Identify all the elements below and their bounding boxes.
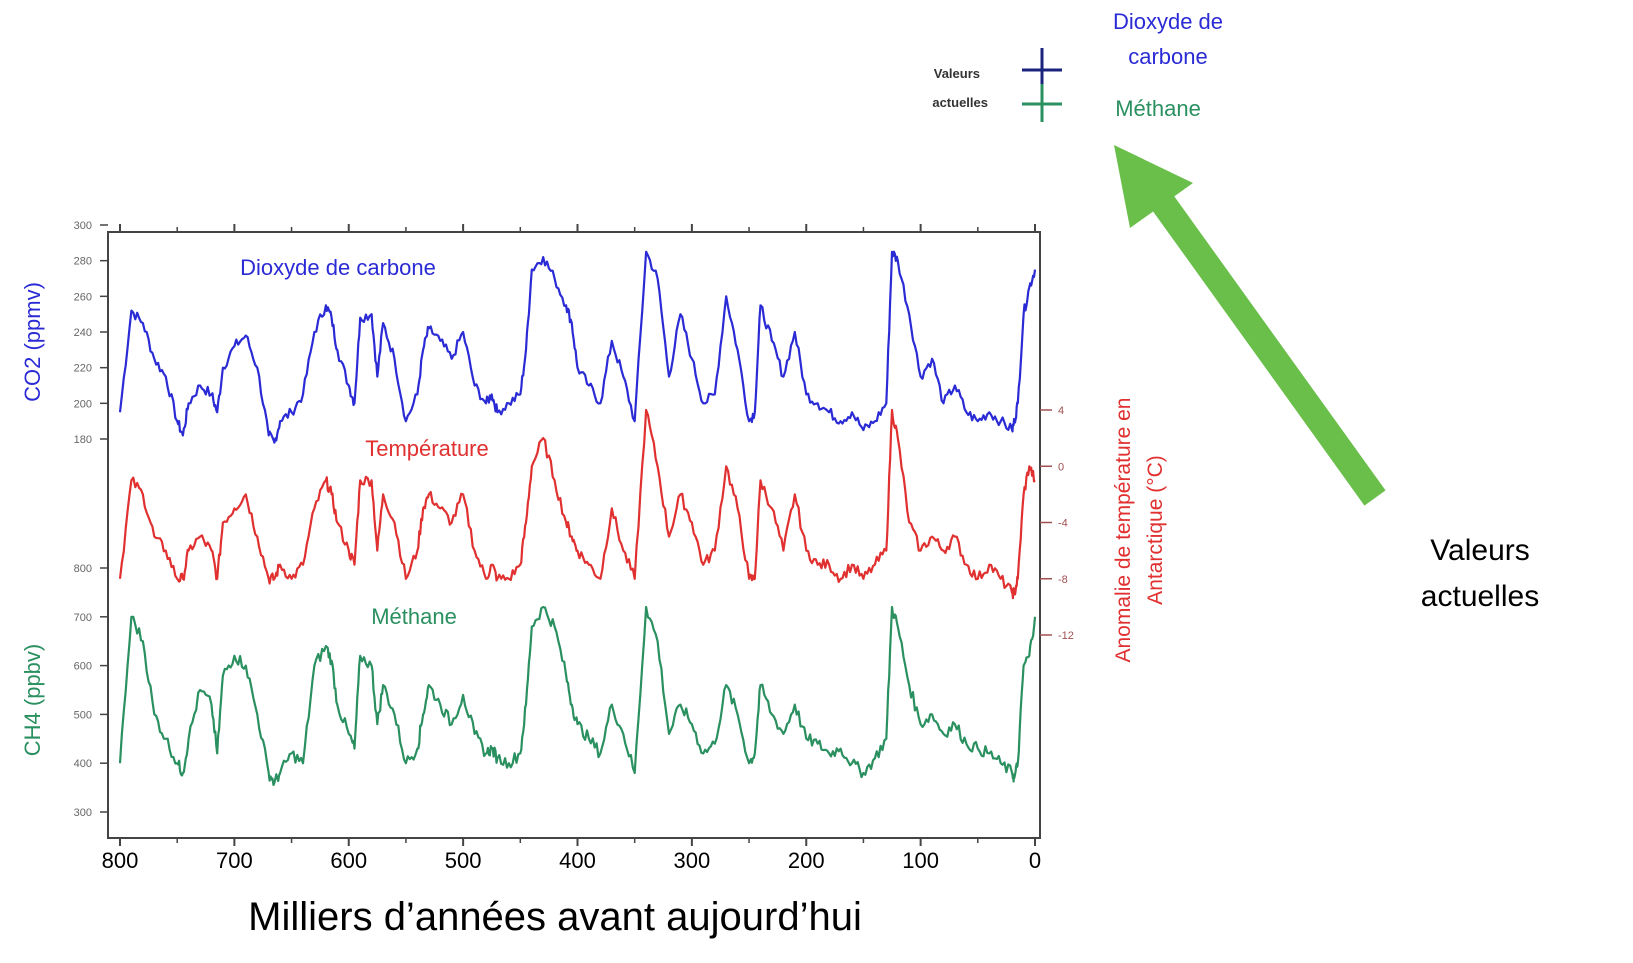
x-axis: 800 700 600 500 400 300 200 100 0 [102,224,1041,873]
x-tick-label: 300 [674,848,711,873]
temp-tick-label: -8 [1058,574,1068,586]
current-values-arrow [1114,145,1386,506]
legend: Valeurs actuelles Dioxyde de carbone Mét… [932,9,1223,122]
ch4-axis-title: CH4 (ppbv) [20,644,45,756]
co2-series-line [118,250,1037,444]
annotation-line1: Valeurs [1430,534,1530,567]
ch4-inline-label: Méthane [371,604,457,629]
ch4-tick-label: 400 [74,758,92,770]
temp-tick-label: -4 [1058,518,1068,530]
legend-co2-line2: carbone [1128,44,1208,69]
legend-co2-line1: Dioxyde de [1113,9,1223,34]
co2-y-axis: 300 280 260 240 220 200 180 [74,220,108,446]
ch4-tick-label: 600 [74,661,92,673]
x-tick-label: 0 [1029,848,1041,873]
x-tick-label: 500 [445,848,482,873]
x-tick-label: 700 [216,848,253,873]
co2-tick-label: 300 [74,220,92,232]
temperature-axis-title-line2: Antarctique (°C) [1144,455,1167,605]
co2-inline-label: Dioxyde de carbone [240,255,436,280]
temp-tick-label: 0 [1058,461,1064,473]
series-lines [118,250,1037,787]
temp-series-line [118,408,1036,600]
co2-tick-label: 220 [74,363,92,375]
x-axis-title: Milliers d’années avant aujourd’hui [248,895,862,939]
temperature-inline-label: Température [365,436,489,461]
co2-tick-label: 280 [74,256,92,268]
ch4-y-axis: 800 700 600 500 400 300 [74,563,108,819]
temp-tick-label: -12 [1058,630,1074,642]
legend-valeurs-line2: actuelles [932,95,988,110]
co2-axis-title: CO2 (ppmv) [20,282,45,402]
ch4-tick-label: 800 [74,563,92,575]
x-tick-label: 100 [902,848,939,873]
x-tick-label: 200 [788,848,825,873]
x-tick-label: 600 [330,848,367,873]
legend-ch4-marker [1022,84,1062,122]
co2-tick-label: 180 [74,434,92,446]
co2-tick-label: 240 [74,327,92,339]
temperature-y-axis: 4 0 -4 -8 -12 [1040,405,1074,642]
ch4-tick-label: 300 [74,807,92,819]
temperature-axis-title-line1: Anomalie de température en [1112,398,1135,663]
ch4-tick-label: 500 [74,709,92,721]
x-tick-label: 800 [102,848,139,873]
ch4-series-line [118,605,1037,787]
co2-tick-label: 200 [74,398,92,410]
co2-tick-label: 260 [74,291,92,303]
temp-tick-label: 4 [1058,405,1064,417]
x-tick-label: 400 [559,848,596,873]
annotation-line2: actuelles [1421,580,1539,613]
plot-frame [107,231,1041,839]
legend-valeurs-line1: Valeurs [934,66,980,81]
ch4-tick-label: 700 [74,612,92,624]
legend-ch4-label: Méthane [1115,96,1201,121]
